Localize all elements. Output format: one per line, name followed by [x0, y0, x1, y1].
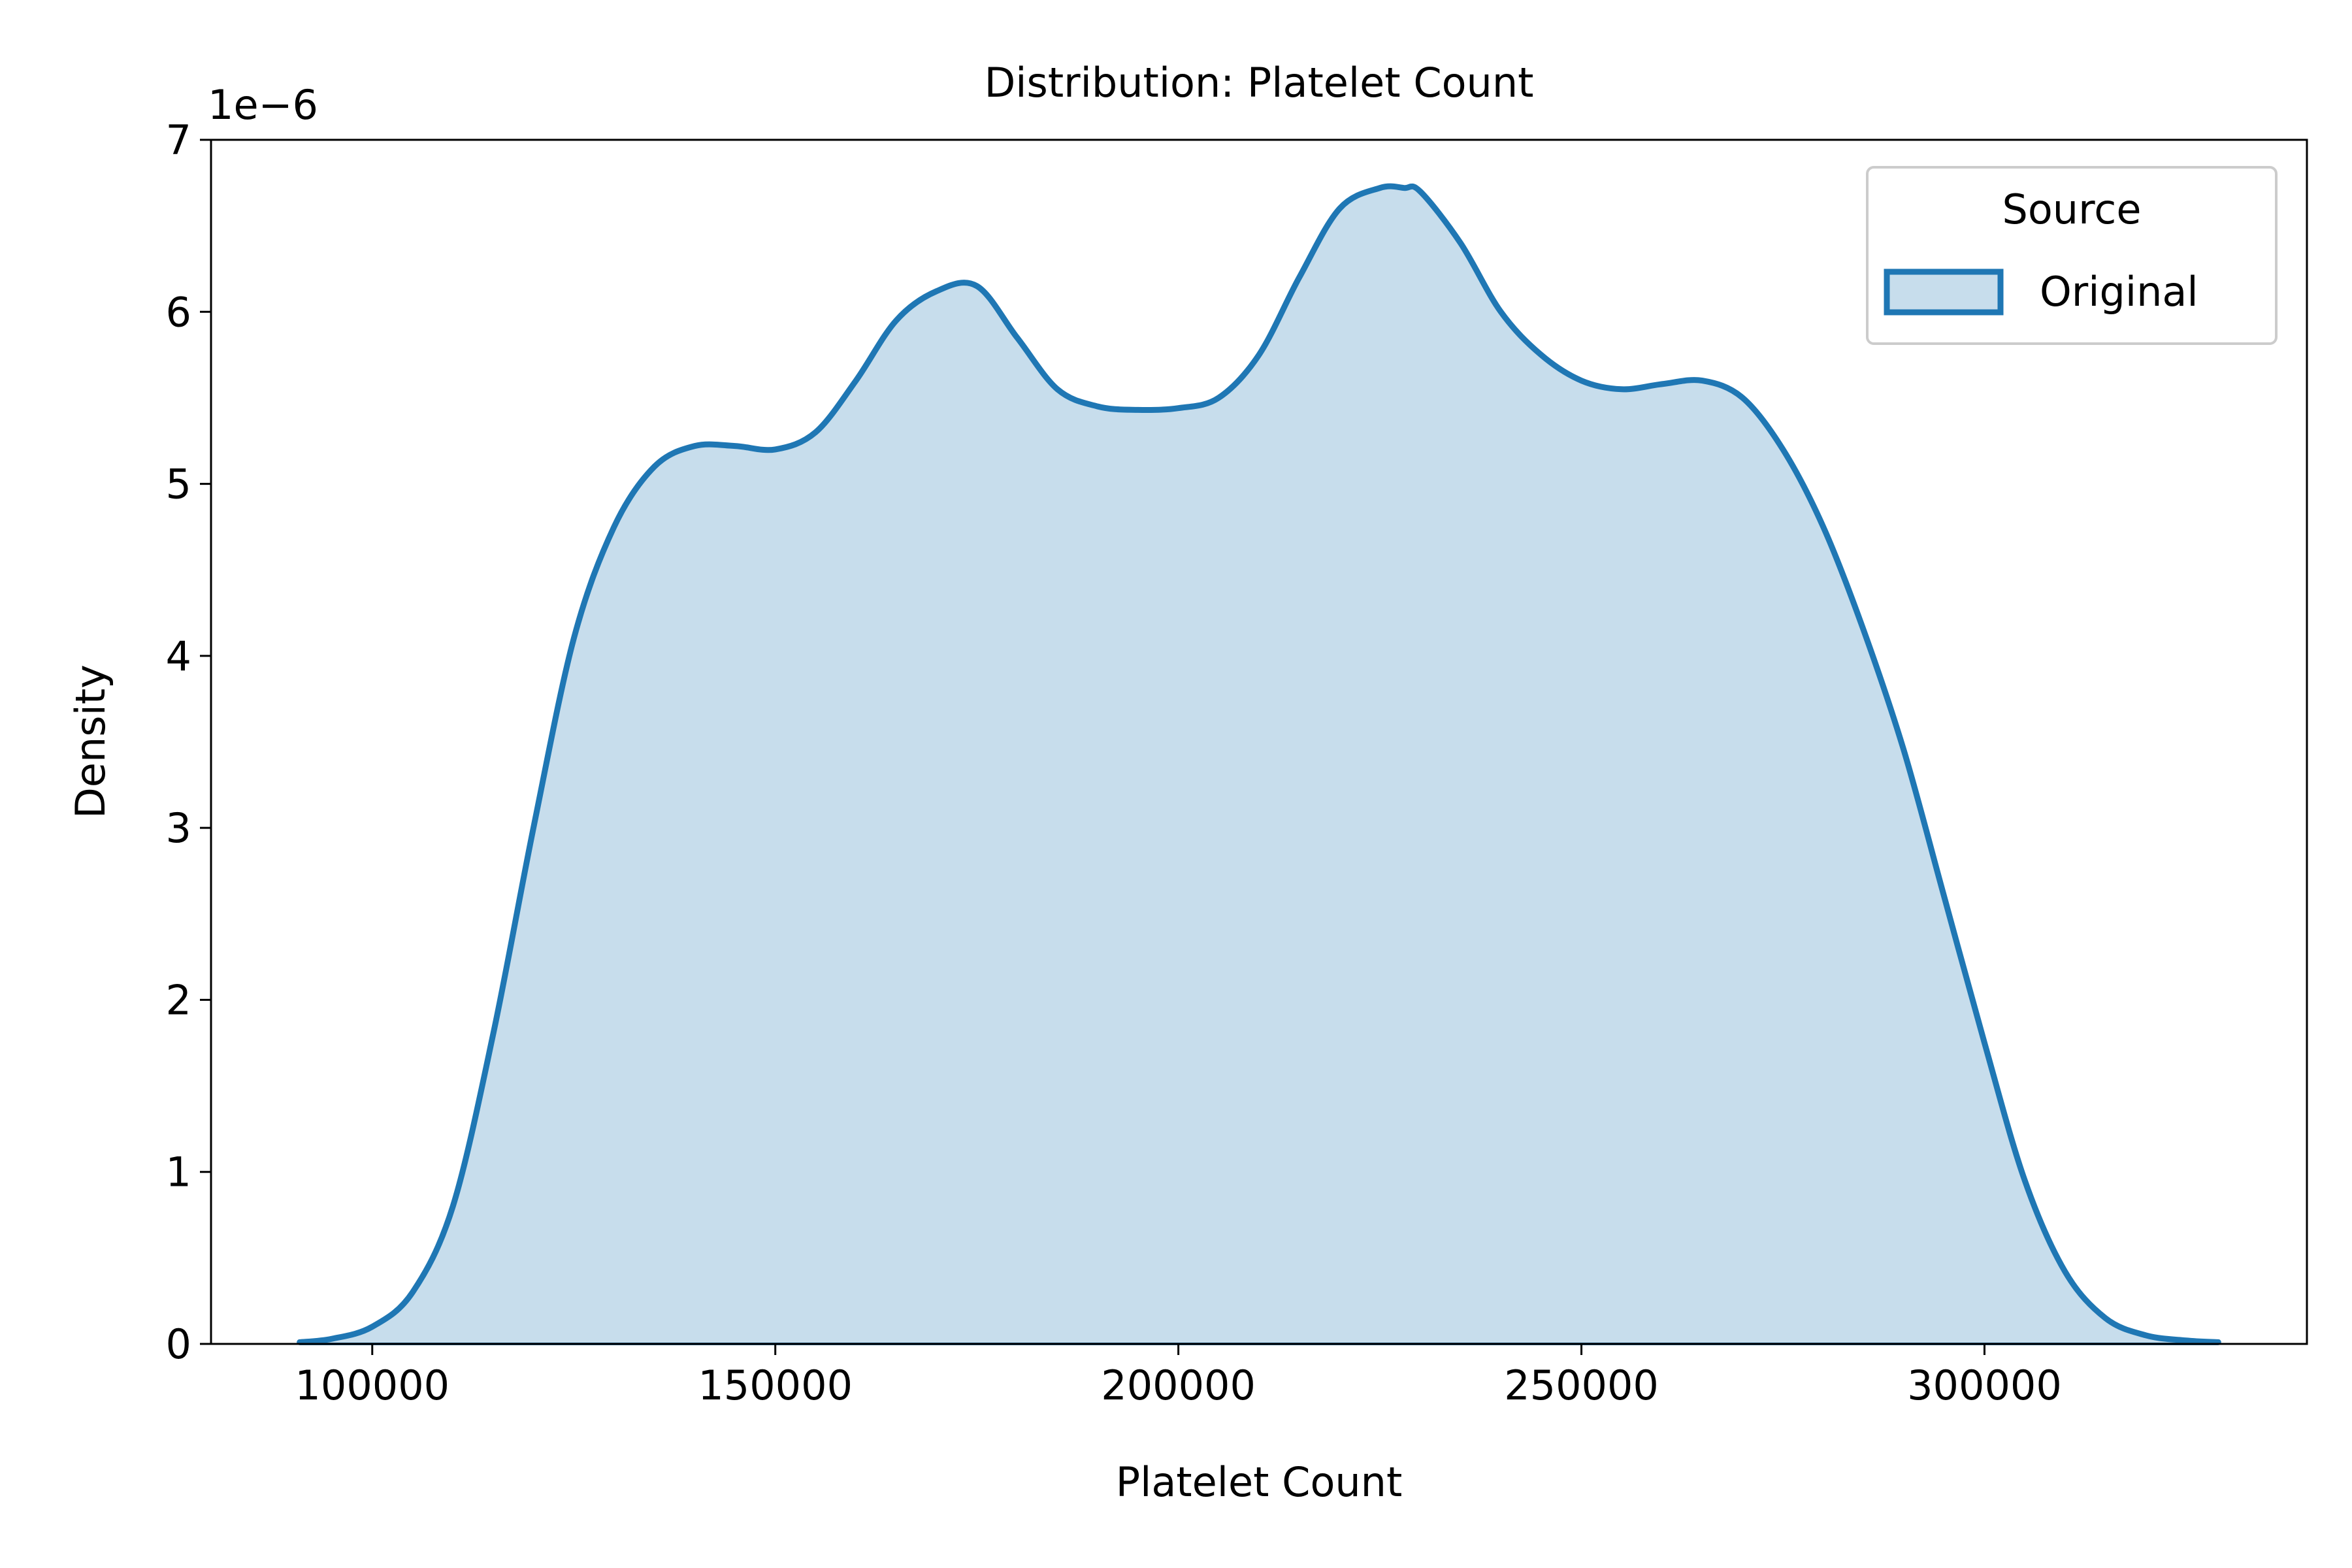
y-axis-label: Density — [67, 664, 114, 819]
y-tick-label: 3 — [166, 804, 191, 852]
x-axis-label: Platelet Count — [1116, 1458, 1403, 1506]
x-tick-label: 200000 — [1101, 1362, 1256, 1409]
y-axis-offset-label: 1e−6 — [208, 81, 318, 129]
density-line — [297, 183, 2221, 1345]
x-tick-label: 300000 — [1907, 1362, 2062, 1409]
legend-swatch-original — [1884, 269, 2004, 316]
density-fill — [299, 186, 2219, 1345]
legend-entry-original: Original — [2040, 268, 2198, 316]
y-tick-label: 1 — [166, 1149, 191, 1196]
y-axis-ticks: 0 1 2 3 4 5 6 7 — [166, 116, 211, 1368]
x-tick-label: 100000 — [295, 1362, 449, 1409]
x-tick-label: 150000 — [698, 1362, 853, 1409]
y-tick-label: 4 — [166, 632, 191, 680]
x-axis-ticks: 100000 150000 200000 250000 300000 — [295, 1344, 2062, 1409]
y-tick-label: 6 — [166, 288, 191, 336]
y-tick-label: 2 — [166, 976, 191, 1024]
axes-frame — [210, 139, 2308, 1345]
y-tick-label: 0 — [166, 1320, 191, 1368]
legend-title: Source — [2002, 186, 2142, 233]
x-tick-label: 250000 — [1504, 1362, 1659, 1409]
legend: Source Original — [1866, 166, 2278, 345]
y-tick-label: 5 — [166, 461, 191, 508]
y-tick-label: 7 — [166, 116, 191, 164]
legend-box — [1866, 166, 2278, 345]
chart-title: Distribution: Platelet Count — [985, 59, 1534, 106]
